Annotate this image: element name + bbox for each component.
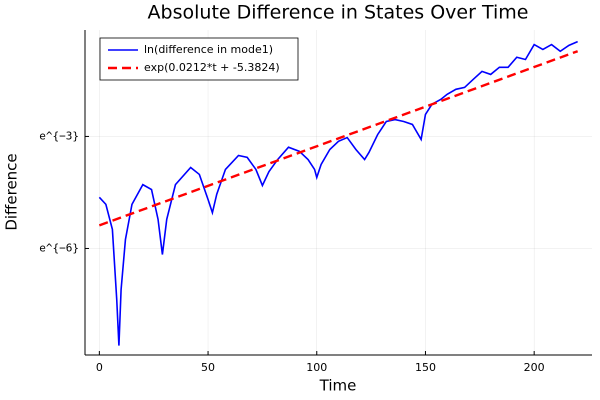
legend-label: ln(difference in mode1) <box>144 43 273 56</box>
series-line <box>98 40 578 346</box>
x-tick-label: 100 <box>306 361 327 374</box>
x-tick-label: 50 <box>201 361 215 374</box>
x-tick-label: 200 <box>524 361 545 374</box>
chart-title: Absolute Difference in States Over Time <box>148 2 529 24</box>
legend: ln(difference in mode1) exp(0.0212*t + -5… <box>99 37 299 81</box>
x-tick-label: 0 <box>96 361 103 374</box>
y-tick-label: e^{−3} <box>39 129 79 142</box>
x-axis-label: Time <box>319 377 357 395</box>
y-tick-label: e^{−6} <box>39 241 79 254</box>
y-axis-label: Difference <box>3 153 21 230</box>
x-tick-label: 150 <box>415 361 436 374</box>
legend-label: exp(0.0212*t + -5.3824) <box>144 61 280 74</box>
series-line <box>98 50 579 227</box>
legend-box <box>99 37 299 81</box>
